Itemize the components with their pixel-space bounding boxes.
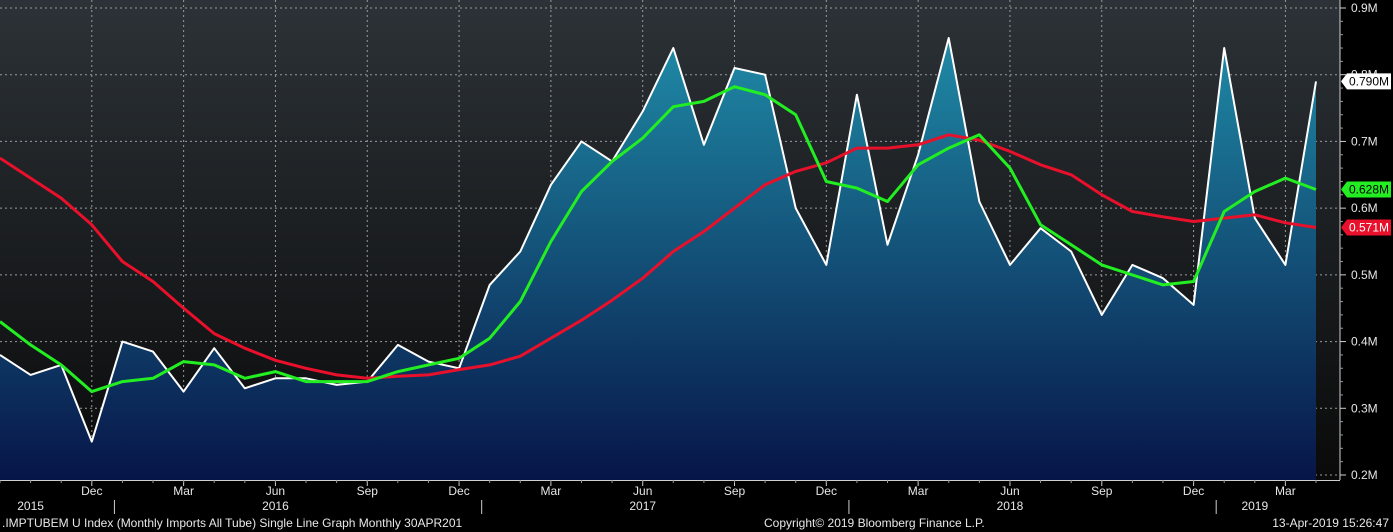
x-axis: Dec Mar Jun Sep Dec Mar Jun Sep Dec Mar Jun Sep Dec M… [0, 480, 1317, 514]
x-year-label: 2019 [1241, 499, 1268, 513]
x-year-label: 2015 [17, 499, 44, 513]
x-tick-label: Dec [448, 484, 469, 498]
y-tick-label: 0.5M [1351, 268, 1378, 282]
x-axis-panel [0, 480, 1393, 514]
last-value-tag-moving-average-long: 0.571M [1341, 219, 1391, 236]
y-tick-label: 0.6M [1351, 201, 1378, 215]
last-value-tag-moving-average-short: 0.628M [1341, 181, 1391, 198]
last-value-tag-shape [1341, 73, 1391, 90]
y-tick-label: 0.7M [1351, 134, 1378, 148]
footer-description: .IMPTUBEM U Index (Monthly Imports All T… [2, 516, 463, 530]
main-series-area [0, 38, 1316, 480]
short-average-line [0, 85, 1317, 394]
last-value-tag-label: 0.628M [1349, 182, 1389, 196]
x-year-label: 2018 [997, 499, 1024, 513]
y-tick-label: 0.4M [1351, 335, 1378, 349]
long-average-line [0, 133, 1317, 380]
last-value-tag-main: 0.790M [1341, 73, 1391, 90]
x-year-label: 2017 [629, 499, 656, 513]
x-tick-label: Sep [724, 484, 746, 498]
x-year-label: 2016 [262, 499, 289, 513]
y-tick-label: 0.9M [1351, 1, 1378, 15]
last-value-tag-shape [1341, 181, 1391, 198]
last-value-tag-shape [1341, 219, 1391, 236]
x-tick-label: Jun [633, 484, 652, 498]
x-tick-label: Mar [908, 484, 929, 498]
x-tick-label: Mar [541, 484, 562, 498]
footer-timestamp: 13-Apr-2019 15:26:47 [1272, 516, 1389, 530]
x-tick-label: Jun [266, 484, 285, 498]
x-tick-label: Sep [357, 484, 379, 498]
x-tick-label: Jun [1000, 484, 1019, 498]
last-value-labels: 0.790M 0.628M 0.571M [1341, 73, 1391, 236]
x-tick-label: Mar [173, 484, 194, 498]
x-tick-label: Dec [816, 484, 837, 498]
last-value-tag-label: 0.790M [1349, 74, 1389, 88]
main-series-line [0, 37, 1317, 443]
y-tick-label: 0.2M [1351, 468, 1378, 482]
x-tick-label: Mar [1275, 484, 1296, 498]
footer-copyright: Copyright© 2019 Bloomberg Finance L.P. [764, 516, 985, 530]
x-tick-label: Dec [81, 484, 102, 498]
x-tick-label: Sep [1091, 484, 1113, 498]
x-tick-label: Dec [1183, 484, 1204, 498]
y-tick-label: 0.3M [1351, 401, 1378, 415]
last-value-tag-label: 0.571M [1349, 220, 1389, 234]
